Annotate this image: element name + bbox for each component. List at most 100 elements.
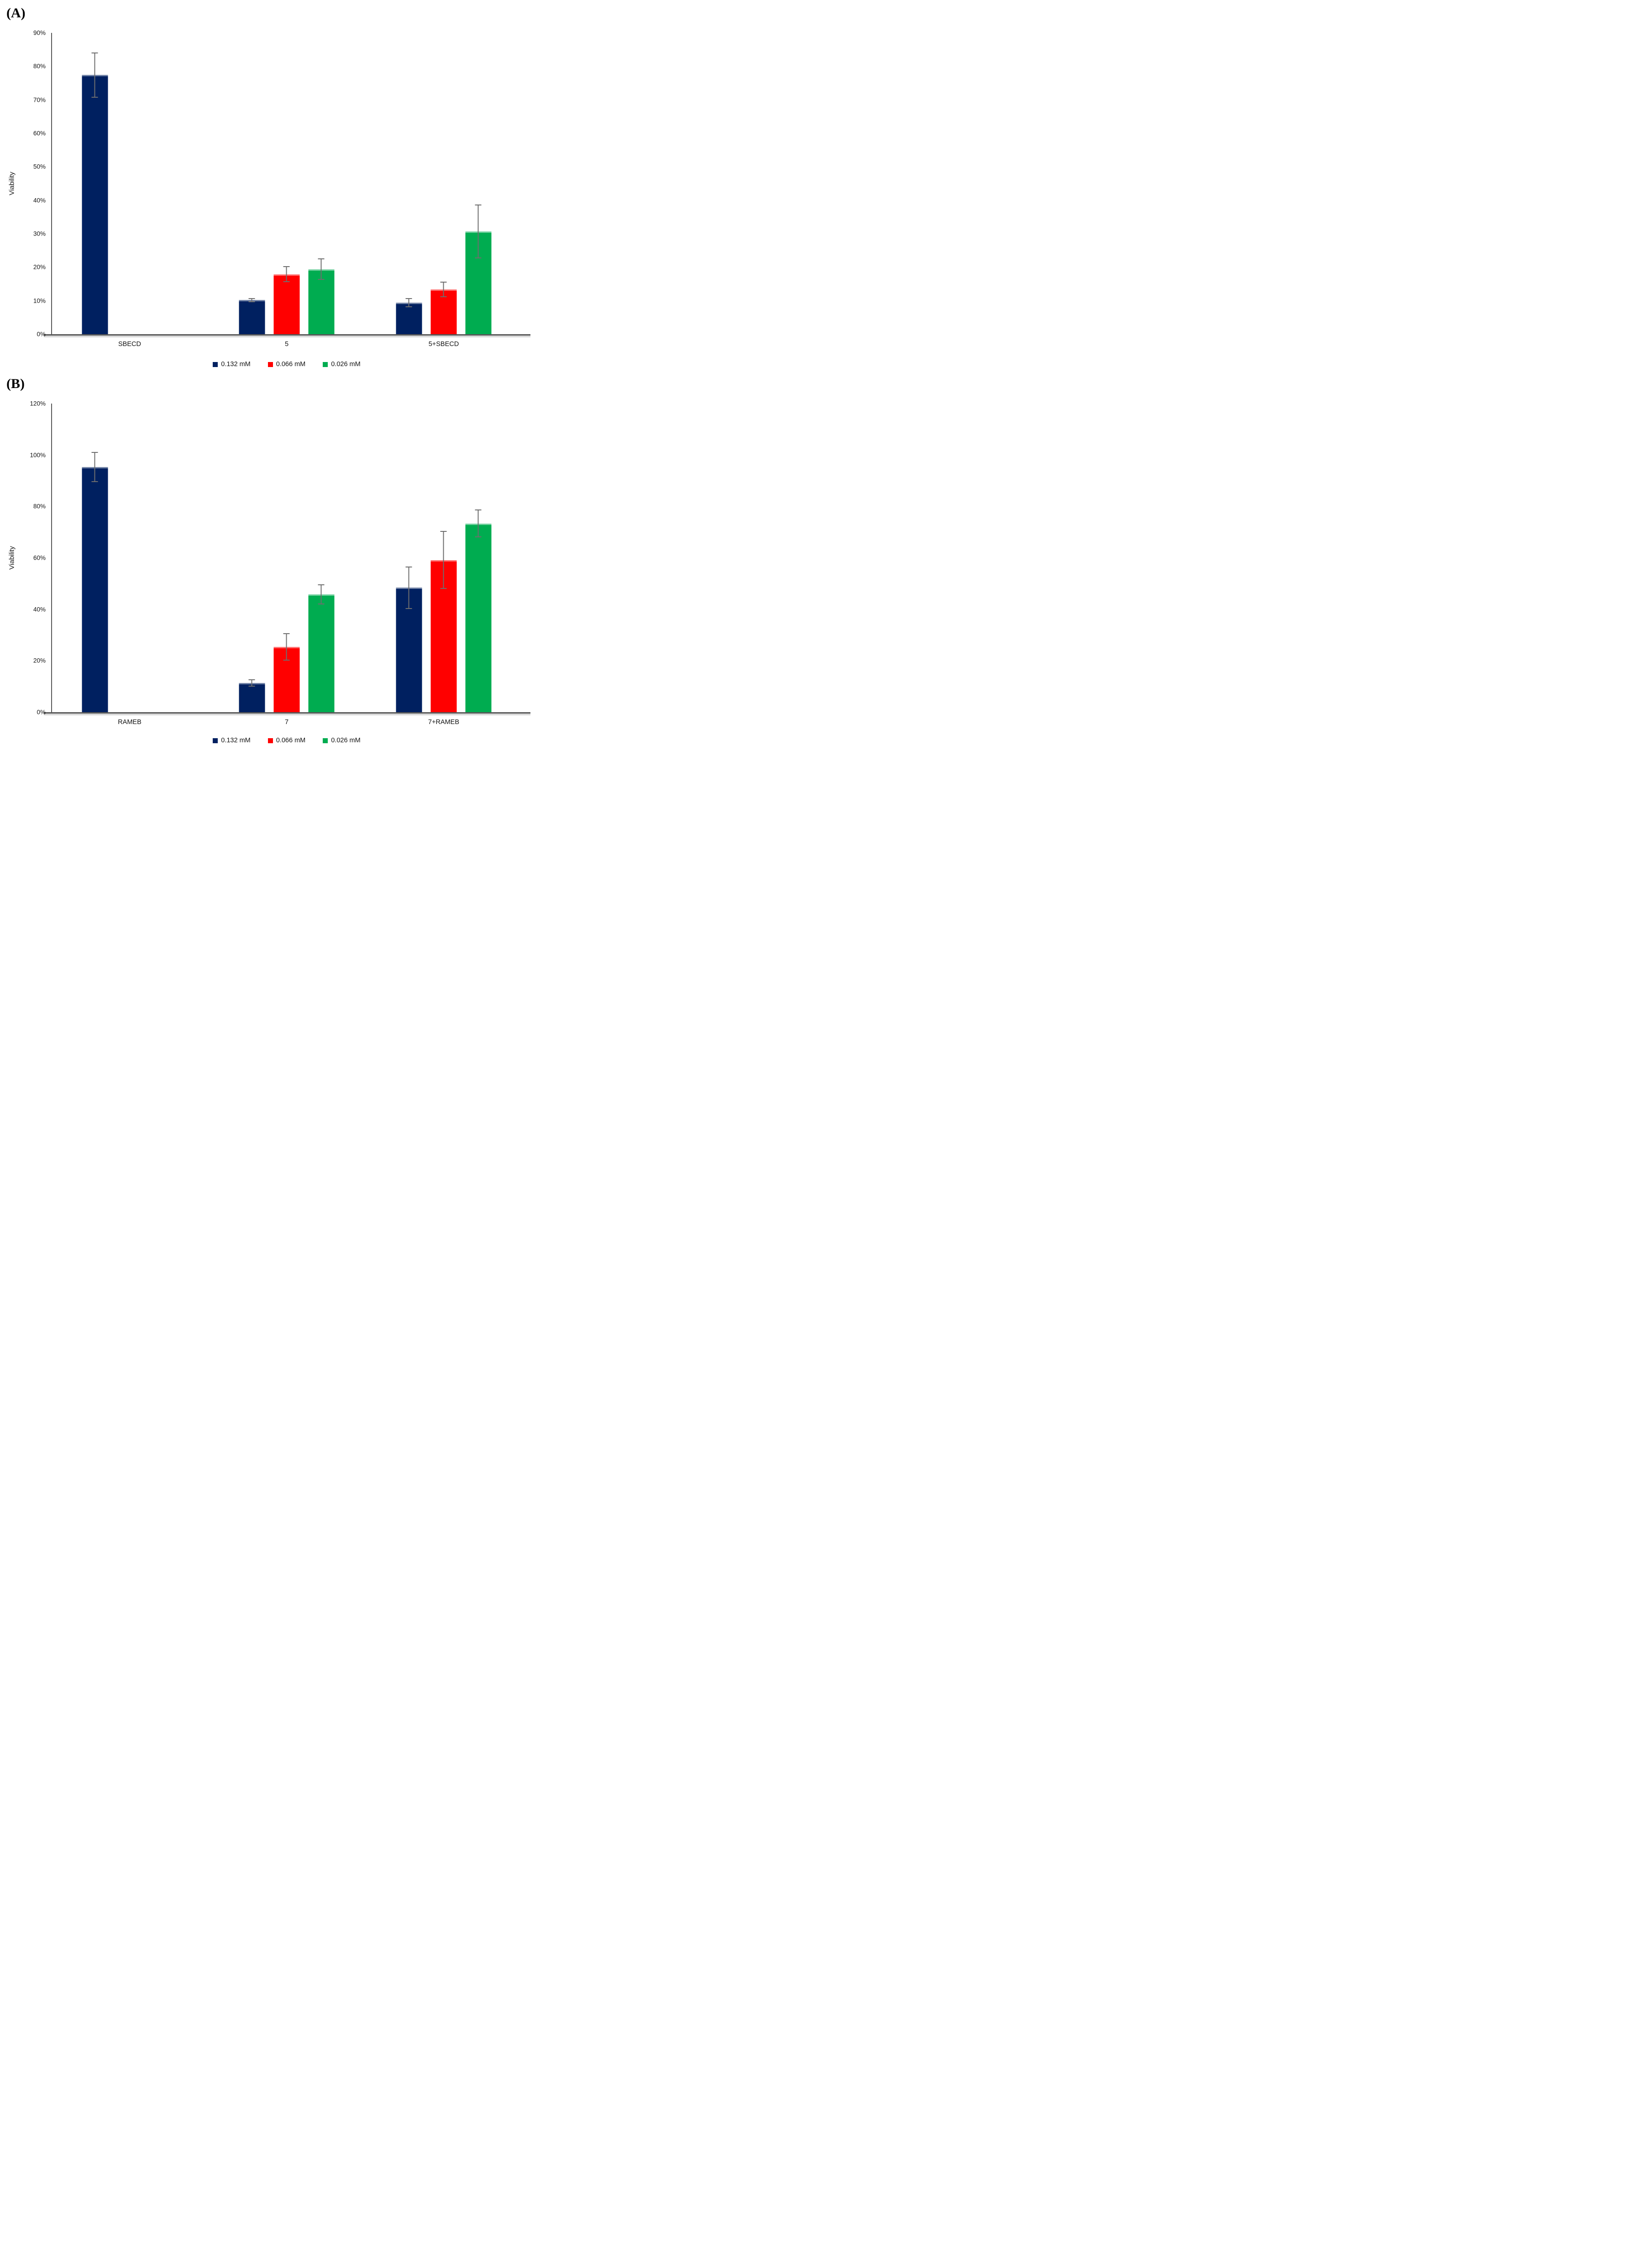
x-axis-shadow	[44, 714, 530, 715]
bar-cluster	[239, 258, 335, 334]
bar-slot	[465, 205, 492, 334]
error-bar-cap-top	[283, 266, 290, 268]
category-cell	[365, 404, 522, 712]
error-bar-line	[286, 633, 287, 661]
bar	[308, 269, 335, 334]
chart-b-legend: 0.132 mM 0.066 mM 0.026 mM	[51, 736, 522, 745]
bar-slot	[396, 567, 422, 712]
bar-slot	[430, 531, 457, 712]
legend-label: 0.026 mM	[331, 737, 361, 744]
legend-label: 0.132 mM	[221, 737, 251, 744]
category-cell	[208, 404, 365, 712]
error-bar-cap-bottom	[283, 659, 290, 661]
error-bar-line	[94, 452, 95, 483]
bar-slot	[396, 298, 422, 334]
category-label: 7+RAMEB	[428, 719, 460, 726]
error-bar-line	[443, 531, 444, 589]
y-tick-label: 60%	[33, 130, 46, 137]
error-bar	[318, 258, 325, 280]
error-bar-cap-bottom	[405, 608, 412, 609]
panel-a-label: (A)	[6, 5, 26, 21]
error-bar-cap-top	[248, 679, 255, 680]
x-axis-line	[44, 712, 530, 714]
error-bar-cap-bottom	[91, 97, 98, 98]
y-tick-label: 100%	[30, 452, 46, 459]
error-bar-line	[477, 509, 479, 537]
error-bar-cap-bottom	[248, 685, 255, 687]
chart-b: Viability 0% 20% 40% 60% 80% 100% 120% RAMEB 7 7…	[8, 400, 530, 745]
bar-cluster	[82, 452, 177, 712]
legend-swatch	[213, 738, 218, 743]
legend-item: 0.132 mM	[213, 737, 251, 744]
error-bar	[440, 531, 447, 589]
chart-b-plot: Viability 0% 20% 40% 60% 80% 100% 120%	[8, 400, 530, 716]
error-bar-line	[477, 205, 479, 258]
panel-b: (B) Viability 0% 20% 40% 60% 80% 100% 120% RAM…	[0, 376, 547, 745]
error-bar	[283, 633, 290, 661]
error-bar-line	[320, 258, 322, 280]
bar-cluster	[396, 509, 492, 712]
error-bar-cap-bottom	[283, 281, 290, 283]
y-tick-label: 10%	[33, 297, 46, 304]
bar	[396, 303, 422, 334]
y-tick-label: 60%	[33, 554, 46, 562]
bar-slot	[430, 281, 457, 334]
x-axis-line	[44, 334, 530, 336]
legend-item: 0.026 mM	[323, 737, 361, 744]
y-tick-label: 50%	[33, 163, 46, 170]
category-label: 5+SBECD	[428, 341, 459, 348]
panel-a: (A) Viability 0% 10% 20% 30% 40% 50% 60% 70% 80%…	[0, 5, 547, 369]
bar	[82, 75, 108, 334]
error-bar	[283, 266, 290, 283]
y-tick-label: 0%	[37, 331, 46, 338]
bar-slot	[239, 679, 265, 712]
error-bar-line	[443, 281, 444, 297]
error-bar	[475, 205, 482, 258]
legend-label: 0.066 mM	[276, 361, 306, 368]
error-bar	[248, 298, 255, 302]
error-bar-line	[94, 52, 95, 98]
error-bar	[405, 298, 412, 308]
category-label: SBECD	[118, 341, 141, 348]
bar-cluster	[396, 205, 492, 334]
error-bar-cap-top	[440, 281, 447, 283]
legend-label: 0.132 mM	[221, 361, 251, 368]
bar	[465, 523, 492, 712]
chart-b-y-axis-title: Viability	[8, 546, 16, 570]
bar-slot	[465, 509, 492, 712]
chart-a-y-axis-title: Viability	[8, 172, 16, 195]
bar-slot	[273, 633, 300, 712]
error-bar-line	[320, 584, 322, 604]
legend-swatch	[213, 362, 218, 367]
bar-slot	[239, 298, 265, 334]
y-tick-label: 90%	[33, 29, 46, 37]
bar-cluster	[239, 584, 335, 712]
legend-item: 0.026 mM	[323, 361, 361, 368]
x-axis-shadow	[44, 336, 530, 337]
y-tick-label: 30%	[33, 230, 46, 237]
category-cell	[51, 404, 208, 712]
chart-a: Viability 0% 10% 20% 30% 40% 50% 60% 70% 80% 90% …	[8, 30, 530, 369]
y-axis-line	[51, 33, 52, 336]
legend-item: 0.066 mM	[268, 361, 305, 368]
y-tick-label: 70%	[33, 96, 46, 104]
y-tick-label: 120%	[30, 400, 46, 407]
y-tick-label: 20%	[33, 657, 46, 664]
error-bar-cap-bottom	[318, 279, 325, 280]
bar-slot	[308, 258, 335, 334]
category-label: 7	[284, 719, 289, 726]
error-bar-cap-top	[91, 52, 98, 53]
figure-page: (A) Viability 0% 10% 20% 30% 40% 50% 60% 70% 80%…	[0, 0, 547, 756]
chart-a-legend: 0.132 mM 0.066 mM 0.026 mM	[51, 360, 522, 369]
error-bar-line	[286, 266, 287, 283]
legend-swatch	[323, 738, 328, 743]
y-tick-label: 20%	[33, 263, 46, 271]
panel-b-label: (B)	[6, 376, 25, 391]
error-bar	[248, 679, 255, 687]
error-bar	[405, 567, 412, 609]
error-bar-cap-bottom	[91, 481, 98, 483]
error-bar	[475, 509, 482, 537]
category-label: 5	[284, 341, 289, 348]
bar	[239, 300, 265, 334]
error-bar-cap-top	[318, 584, 325, 586]
